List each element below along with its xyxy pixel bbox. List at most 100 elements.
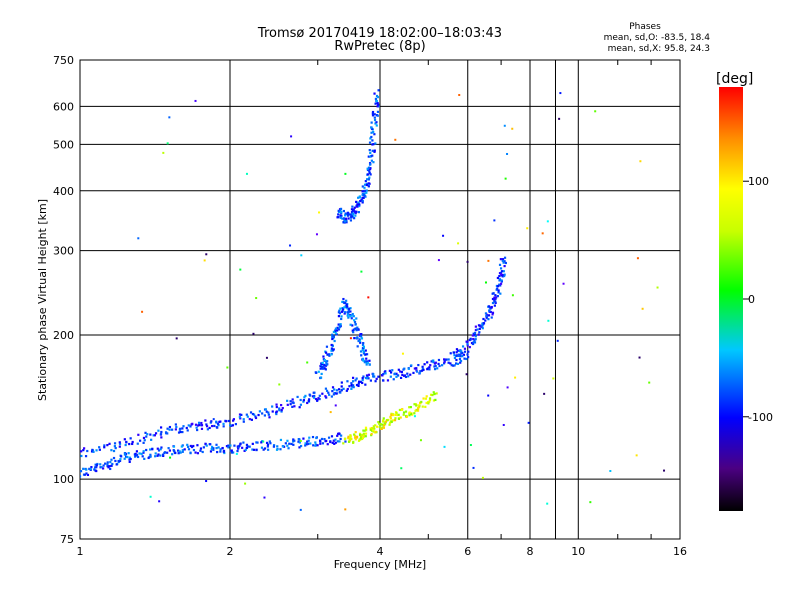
data-point xyxy=(365,363,368,366)
data-point xyxy=(487,394,490,397)
data-point xyxy=(322,355,325,358)
data-point xyxy=(140,452,143,455)
data-point xyxy=(337,311,340,314)
data-point xyxy=(266,445,269,448)
data-point xyxy=(363,429,366,432)
data-point xyxy=(251,448,254,451)
data-point xyxy=(353,434,357,437)
data-point xyxy=(166,142,169,145)
data-point xyxy=(322,358,325,361)
data-point xyxy=(326,443,329,446)
data-point xyxy=(414,409,417,412)
data-point xyxy=(361,346,365,350)
data-point xyxy=(230,449,233,452)
data-point xyxy=(85,472,88,475)
data-point xyxy=(110,449,113,452)
data-point xyxy=(360,335,363,338)
data-point xyxy=(347,309,350,312)
x-tick-label: 6 xyxy=(464,545,471,558)
data-point xyxy=(403,367,406,370)
data-point xyxy=(370,432,373,436)
data-point xyxy=(304,442,307,445)
data-point xyxy=(340,434,343,437)
data-point xyxy=(319,440,322,443)
data-point xyxy=(399,416,402,419)
data-point xyxy=(351,209,355,212)
data-point xyxy=(293,405,296,408)
data-point xyxy=(373,150,376,153)
y-tick-label: 100 xyxy=(53,473,74,486)
data-point xyxy=(463,350,467,353)
data-point xyxy=(94,469,97,472)
data-point xyxy=(357,196,360,199)
x-tick-label: 2 xyxy=(227,545,234,558)
data-point xyxy=(636,257,639,260)
data-point xyxy=(225,445,229,448)
data-point xyxy=(131,442,134,446)
data-point xyxy=(559,92,562,95)
data-point xyxy=(111,462,114,466)
data-point xyxy=(458,93,461,96)
data-point xyxy=(391,419,395,422)
data-point xyxy=(435,392,438,395)
data-point xyxy=(495,296,498,299)
data-point xyxy=(255,297,258,300)
data-point xyxy=(264,408,267,411)
data-point xyxy=(318,211,321,214)
data-point xyxy=(482,317,485,321)
data-point xyxy=(367,184,370,187)
data-point xyxy=(325,439,328,443)
data-point xyxy=(382,417,385,420)
data-point xyxy=(355,210,358,213)
data-point xyxy=(340,385,343,388)
data-point xyxy=(394,138,397,141)
data-point xyxy=(336,434,339,437)
data-point xyxy=(352,208,355,211)
data-point xyxy=(216,450,219,454)
data-point xyxy=(177,449,180,452)
data-point xyxy=(85,468,88,471)
data-point xyxy=(173,450,176,453)
data-point xyxy=(350,384,353,387)
x-tick-label: 1 xyxy=(77,545,84,558)
data-point xyxy=(179,430,182,434)
data-point xyxy=(366,377,369,380)
data-point xyxy=(354,327,357,330)
data-point xyxy=(343,218,346,221)
data-point xyxy=(500,274,503,277)
data-point xyxy=(491,292,494,295)
data-point xyxy=(317,370,320,373)
data-point xyxy=(437,358,441,362)
chart-title-line2: RwPretec (8p) xyxy=(334,39,426,54)
data-point xyxy=(361,185,364,188)
y-tick-label: 500 xyxy=(53,138,74,151)
data-point xyxy=(347,212,350,215)
data-point xyxy=(354,214,357,217)
data-point xyxy=(332,348,335,351)
data-point xyxy=(125,441,128,444)
data-point xyxy=(158,500,161,503)
data-point xyxy=(424,397,428,400)
data-point xyxy=(465,340,468,343)
data-point xyxy=(337,323,340,326)
data-point xyxy=(341,306,344,310)
data-point xyxy=(84,455,88,458)
data-point xyxy=(499,292,502,295)
data-point xyxy=(376,114,379,117)
data-point xyxy=(364,432,368,435)
data-point xyxy=(498,283,501,286)
data-point xyxy=(369,163,372,166)
data-point xyxy=(350,208,354,211)
data-point xyxy=(494,300,497,304)
data-point xyxy=(145,435,148,438)
data-point xyxy=(103,444,106,447)
data-point xyxy=(135,450,139,453)
data-point xyxy=(150,438,153,441)
data-point xyxy=(402,413,405,416)
data-point xyxy=(171,428,174,431)
data-point xyxy=(137,237,140,240)
data-point xyxy=(399,376,403,380)
data-point xyxy=(484,312,488,315)
data-point xyxy=(394,413,397,416)
